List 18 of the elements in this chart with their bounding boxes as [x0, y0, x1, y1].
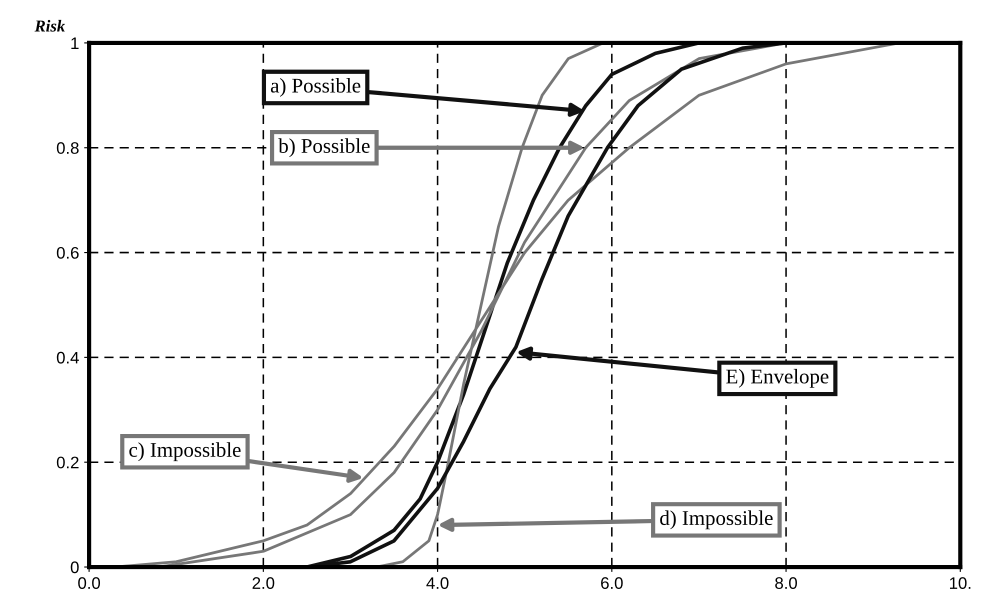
- y-tick-label: 0.4: [56, 352, 79, 364]
- annotation: c) Impossible: [129, 442, 241, 462]
- y-axis-title: Risk: [34, 20, 66, 32]
- annotation: a) Possible: [270, 78, 360, 97]
- annotation: E) Envelope: [726, 368, 828, 388]
- y-tick-label: 0.8: [56, 142, 79, 154]
- y-tick-label: 1: [71, 37, 79, 49]
- x-tick-label: 10.: [950, 577, 970, 589]
- x-tick-label: 2.0: [252, 577, 274, 589]
- x-tick-label: 0.0: [78, 577, 100, 589]
- x-tick-label: 6.0: [601, 577, 623, 589]
- annotation: b) Possible: [278, 138, 370, 158]
- y-tick-label: 0: [70, 561, 79, 574]
- x-tick-label: 4.0: [426, 577, 449, 589]
- y-tick-label: 0.6: [56, 246, 79, 259]
- x-tick-label: 8.0: [775, 577, 797, 589]
- annotation: d) Impossible: [660, 510, 773, 530]
- y-tick-label: 0.2: [56, 456, 79, 468]
